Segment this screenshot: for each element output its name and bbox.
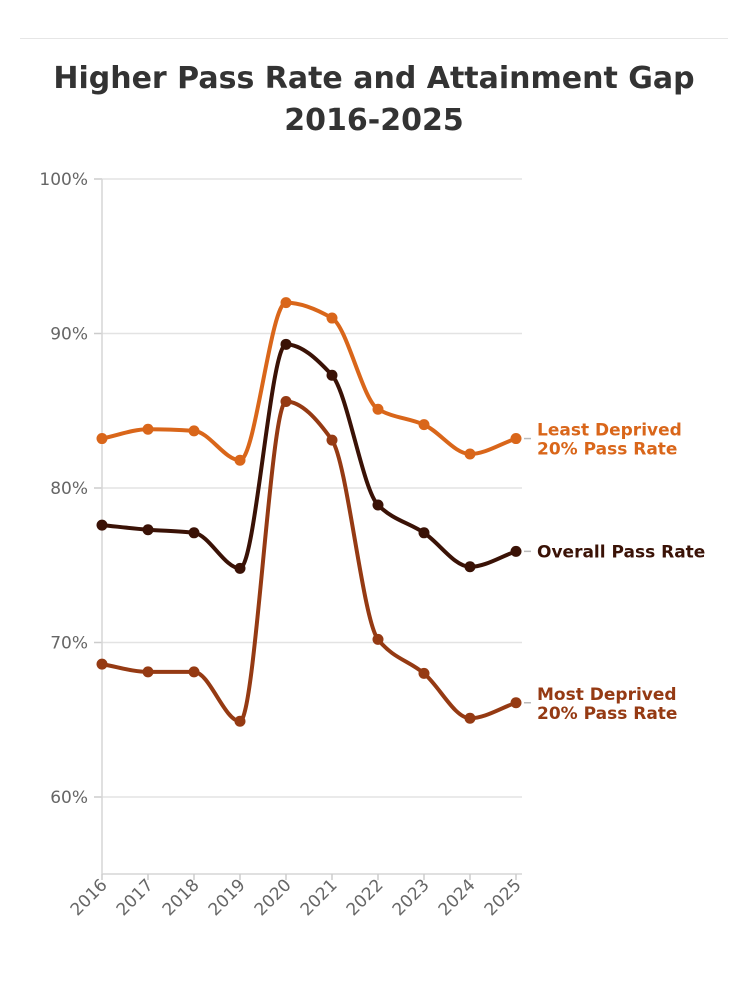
y-tick-label: 100%	[39, 170, 88, 190]
data-point	[234, 562, 246, 574]
data-point	[188, 527, 200, 539]
chart-title-line-2: 2016-2025	[284, 103, 464, 138]
series-line	[100, 300, 518, 463]
data-point	[326, 312, 338, 324]
data-point	[234, 715, 246, 727]
data-point	[96, 658, 108, 670]
series-label-line-2: 20% Pass Rate	[537, 704, 677, 724]
series-label: Overall Pass Rate	[537, 542, 705, 562]
x-tick-label: 2022	[343, 875, 388, 920]
data-point	[280, 395, 292, 407]
data-point	[372, 499, 384, 511]
data-point	[372, 633, 384, 645]
data-point	[142, 524, 154, 536]
data-point	[418, 419, 430, 431]
data-point	[418, 667, 430, 679]
data-point	[280, 338, 292, 350]
x-tick-label: 2017	[113, 875, 158, 920]
data-point	[510, 697, 522, 709]
data-point	[96, 519, 108, 531]
y-tick-label: 80%	[50, 479, 88, 499]
data-point	[418, 527, 430, 539]
x-tick-label: 2025	[481, 875, 526, 920]
x-tick-label: 2021	[297, 875, 342, 920]
data-point	[188, 425, 200, 437]
x-tick-label: 2024	[435, 875, 480, 920]
top-divider	[20, 38, 728, 39]
data-point	[464, 712, 476, 724]
data-point	[372, 403, 384, 415]
data-point	[326, 369, 338, 381]
data-point	[142, 666, 154, 678]
y-tick-label: 90%	[50, 325, 88, 345]
x-tick-label: 2019	[205, 875, 250, 920]
x-tick-label: 2023	[389, 875, 434, 920]
data-point	[280, 297, 292, 309]
chart-title-line-1: Higher Pass Rate and Attainment Gap	[53, 61, 695, 96]
x-tick-label: 2016	[67, 875, 112, 920]
data-point	[510, 545, 522, 557]
y-tick-label: 60%	[50, 788, 88, 808]
series-label-line-2: 20% Pass Rate	[537, 440, 677, 460]
data-point	[326, 434, 338, 446]
data-point	[510, 433, 522, 445]
series-label-line-1: Most Deprived	[537, 685, 677, 705]
data-point	[142, 423, 154, 435]
x-tick-label: 2020	[251, 875, 296, 920]
data-point	[188, 666, 200, 678]
data-point	[464, 448, 476, 460]
y-tick-label: 70%	[50, 634, 88, 654]
x-tick-label: 2018	[159, 875, 204, 920]
series-label-line-1: Least Deprived	[537, 421, 682, 441]
data-point	[96, 433, 108, 445]
series-line	[100, 342, 518, 571]
chart-title: Higher Pass Rate and Attainment Gap 2016…	[0, 58, 748, 142]
data-point	[234, 454, 246, 466]
data-point	[464, 561, 476, 573]
